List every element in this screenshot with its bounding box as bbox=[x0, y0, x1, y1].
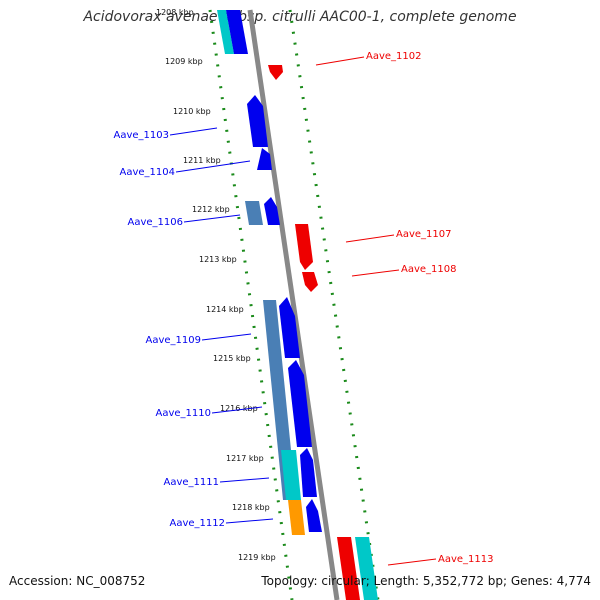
kbp-label: 1213 kbp bbox=[199, 255, 237, 264]
gene-feature bbox=[264, 197, 280, 225]
gene-feature bbox=[337, 537, 360, 600]
label-leader bbox=[211, 406, 263, 414]
gene-label-aave-1106[interactable]: Aave_1106 bbox=[128, 217, 184, 228]
kbp-label: 1211 kbp bbox=[183, 156, 221, 165]
gene-label-aave-1110[interactable]: Aave_1110 bbox=[156, 408, 212, 419]
gene-feature bbox=[355, 537, 378, 600]
gene-feature bbox=[302, 272, 318, 292]
label-leader bbox=[351, 269, 400, 277]
gene-feature bbox=[300, 448, 317, 497]
label-leader bbox=[175, 160, 251, 173]
label-leader bbox=[225, 518, 274, 524]
gene-label-aave-1109[interactable]: Aave_1109 bbox=[146, 335, 202, 346]
kbp-label: 1215 kbp bbox=[213, 354, 251, 363]
label-leader bbox=[201, 333, 252, 341]
accession-text: Accession: NC_008752 bbox=[9, 574, 146, 588]
label-leader bbox=[219, 477, 270, 483]
gene-label-aave-1112[interactable]: Aave_1112 bbox=[170, 518, 226, 529]
label-leader bbox=[387, 558, 437, 566]
kbp-label: 1209 kbp bbox=[165, 57, 203, 66]
label-leader bbox=[169, 127, 218, 136]
kbp-label: 1212 kbp bbox=[192, 205, 230, 214]
gene-label-aave-1111[interactable]: Aave_1111 bbox=[164, 477, 220, 488]
gene-label-aave-1104[interactable]: Aave_1104 bbox=[120, 167, 176, 178]
label-leader bbox=[183, 214, 241, 223]
label-leader bbox=[315, 56, 365, 66]
gene-label-aave-1103[interactable]: Aave_1103 bbox=[114, 130, 170, 141]
kbp-label: 1210 kbp bbox=[173, 107, 211, 116]
gene-feature bbox=[288, 500, 305, 535]
gene-label-aave-1102[interactable]: Aave_1102 bbox=[366, 51, 422, 62]
gene-label-aave-1107[interactable]: Aave_1107 bbox=[396, 229, 452, 240]
kbp-label: 1217 kbp bbox=[226, 454, 264, 463]
genome-summary: Topology: circular; Length: 5,352,772 bp… bbox=[261, 574, 591, 588]
gene-label-aave-1113[interactable]: Aave_1113 bbox=[438, 554, 494, 565]
gene-feature bbox=[217, 10, 234, 54]
gene-feature bbox=[226, 10, 248, 54]
kbp-label: 1216 kbp bbox=[220, 404, 258, 413]
backbone bbox=[247, 9, 340, 600]
kbp-label: 1208 kbp bbox=[156, 8, 194, 17]
gene-feature bbox=[306, 499, 322, 532]
kbp-label: 1218 kbp bbox=[232, 503, 270, 512]
gene-feature bbox=[295, 224, 313, 270]
gene-feature bbox=[268, 65, 283, 80]
tick-track-right bbox=[288, 9, 380, 600]
label-leader bbox=[345, 234, 395, 243]
map-title: Acidovorax avenae subsp. citrulli AAC00-… bbox=[83, 9, 517, 25]
kbp-label: 1219 kbp bbox=[238, 553, 276, 562]
gene-feature bbox=[281, 450, 301, 500]
kbp-label: 1214 kbp bbox=[206, 305, 244, 314]
gene-feature bbox=[279, 297, 300, 358]
tick-track-left bbox=[208, 9, 294, 600]
gene-feature bbox=[247, 95, 268, 147]
gene-feature bbox=[245, 201, 263, 225]
gene-feature bbox=[257, 148, 272, 170]
gene-feature bbox=[288, 360, 312, 447]
gene-label-aave-1108[interactable]: Aave_1108 bbox=[401, 264, 457, 275]
